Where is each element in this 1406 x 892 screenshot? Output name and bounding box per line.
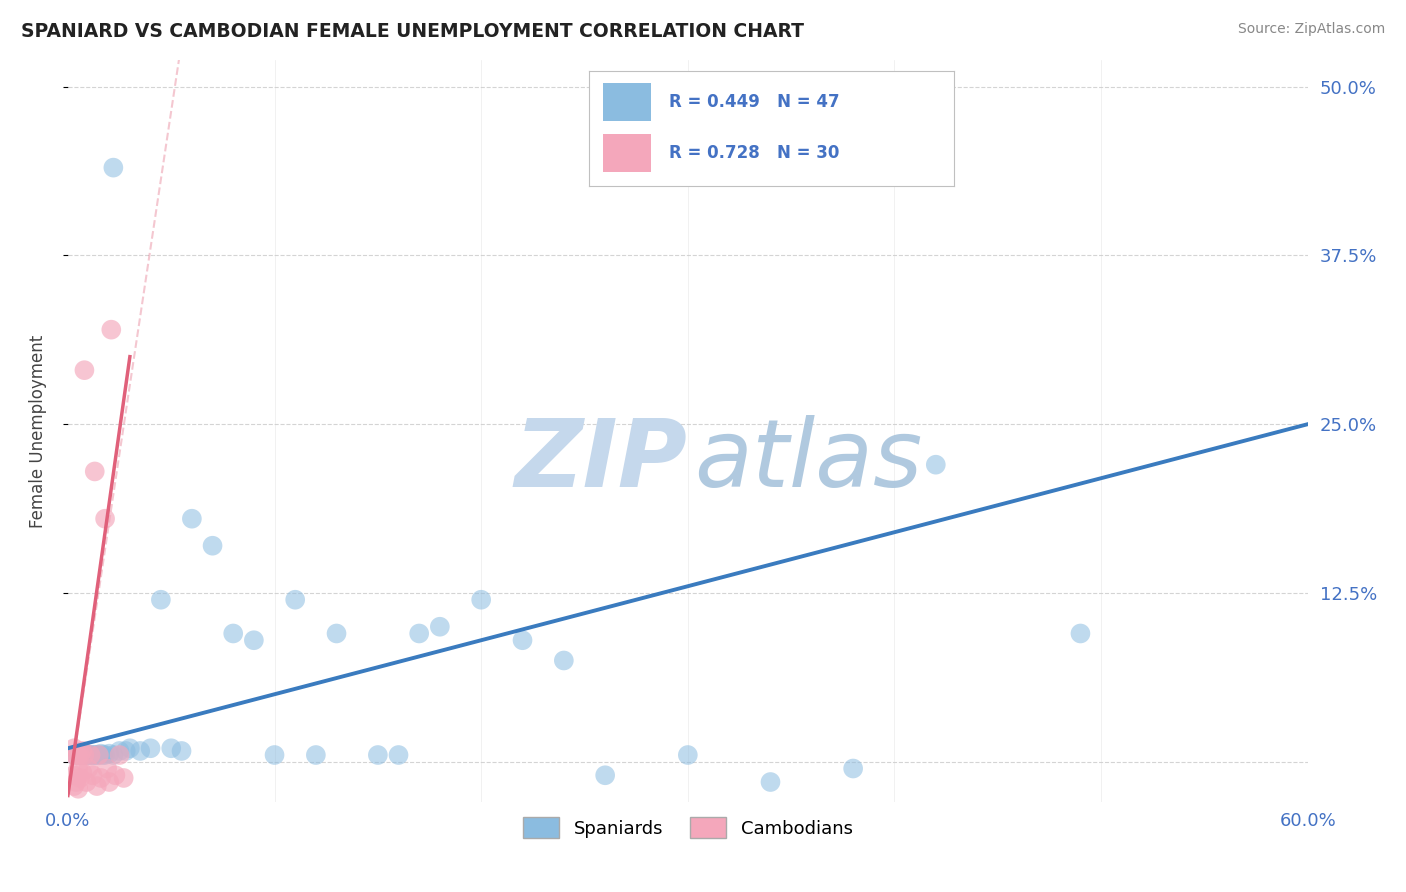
Point xyxy=(180,512,202,526)
Legend: Spaniards, Cambodians: Spaniards, Cambodians xyxy=(516,810,860,846)
Point xyxy=(63,747,86,762)
Point xyxy=(108,744,131,758)
Point xyxy=(408,626,430,640)
Point xyxy=(243,633,266,648)
Point xyxy=(63,779,86,793)
Text: atlas: atlas xyxy=(695,415,922,506)
Point xyxy=(86,779,108,793)
Text: ZIP: ZIP xyxy=(515,415,688,507)
Point xyxy=(83,465,105,479)
Point xyxy=(118,741,141,756)
Point xyxy=(94,747,117,762)
Point xyxy=(65,775,87,789)
Point xyxy=(201,539,224,553)
Point xyxy=(65,747,87,762)
Point xyxy=(67,747,90,762)
Point xyxy=(325,626,347,640)
Point xyxy=(593,768,616,782)
Point xyxy=(149,592,172,607)
Point xyxy=(90,771,112,785)
Point xyxy=(100,323,122,337)
Point xyxy=(69,747,91,762)
Point xyxy=(82,768,104,782)
Point xyxy=(77,762,100,776)
Point xyxy=(73,747,96,761)
Point xyxy=(90,747,112,761)
Point xyxy=(67,762,90,776)
Text: Source: ZipAtlas.com: Source: ZipAtlas.com xyxy=(1237,22,1385,37)
Point xyxy=(470,592,492,607)
Point xyxy=(77,747,100,762)
Point xyxy=(284,592,307,607)
Point xyxy=(63,741,86,756)
Point xyxy=(103,161,125,175)
Point xyxy=(129,744,152,758)
Y-axis label: Female Unemployment: Female Unemployment xyxy=(30,334,46,527)
Point xyxy=(79,747,101,762)
Point xyxy=(305,747,328,762)
Point xyxy=(676,747,699,762)
Point xyxy=(67,781,90,796)
Point xyxy=(1069,626,1091,640)
Point xyxy=(553,653,575,667)
Point xyxy=(367,747,389,762)
Text: SPANIARD VS CAMBODIAN FEMALE UNEMPLOYMENT CORRELATION CHART: SPANIARD VS CAMBODIAN FEMALE UNEMPLOYMEN… xyxy=(21,22,804,41)
Point xyxy=(87,747,110,762)
Point xyxy=(82,747,104,762)
Point xyxy=(98,747,121,761)
Point xyxy=(86,747,108,762)
Point xyxy=(263,747,285,762)
Point xyxy=(103,747,125,762)
Point xyxy=(759,775,782,789)
Point xyxy=(76,775,98,789)
Point xyxy=(83,747,105,762)
Point xyxy=(72,744,94,758)
Point xyxy=(69,747,91,762)
Point xyxy=(67,747,90,762)
Point xyxy=(63,768,86,782)
Point xyxy=(112,771,135,785)
Point xyxy=(96,762,118,776)
Point xyxy=(98,775,121,789)
Point xyxy=(72,747,94,762)
Point xyxy=(512,633,534,648)
Point xyxy=(69,771,91,785)
Point xyxy=(87,747,110,762)
Point xyxy=(114,744,136,758)
Point xyxy=(91,747,114,762)
Point xyxy=(429,620,451,634)
Point xyxy=(139,741,162,756)
Point xyxy=(63,747,86,762)
Point xyxy=(76,747,98,762)
Point xyxy=(73,747,96,762)
Point xyxy=(72,765,94,780)
Point xyxy=(73,363,96,377)
Point xyxy=(222,626,245,640)
Point xyxy=(387,747,409,762)
Point xyxy=(108,747,131,762)
Point xyxy=(842,762,865,776)
Point xyxy=(79,747,101,762)
Point xyxy=(170,744,193,758)
Point xyxy=(94,512,117,526)
Point xyxy=(160,741,183,756)
Point xyxy=(104,768,127,782)
Point xyxy=(925,458,948,472)
